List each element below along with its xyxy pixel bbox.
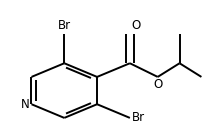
Text: Br: Br xyxy=(58,19,71,32)
Text: N: N xyxy=(21,98,29,111)
Text: O: O xyxy=(132,19,141,32)
Text: Br: Br xyxy=(132,111,145,124)
Text: O: O xyxy=(153,78,162,91)
